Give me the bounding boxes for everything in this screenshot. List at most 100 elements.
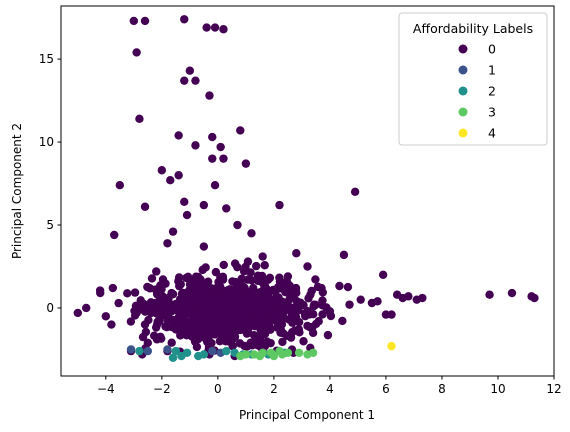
data-point-series-0	[74, 309, 82, 317]
data-point-series-0	[190, 281, 198, 289]
data-point-series-0	[222, 204, 230, 212]
x-axis-ticks: −4 −2 0 2 4 6 8 10 12	[97, 376, 562, 396]
data-point-series-3	[242, 350, 250, 358]
data-point-series-0	[485, 290, 493, 298]
data-point-series-0	[216, 289, 224, 297]
data-point-series-0	[196, 322, 204, 330]
data-point-series-0	[114, 299, 122, 307]
data-point-series-0	[255, 291, 263, 299]
data-point-series-0	[303, 262, 311, 270]
data-point-series-0	[149, 308, 157, 316]
data-point-series-0	[219, 25, 227, 33]
data-point-series-0	[242, 159, 250, 167]
data-point-series-0	[204, 310, 212, 318]
data-point-series-0	[116, 181, 124, 189]
data-point-series-3	[309, 349, 317, 357]
data-point-series-0	[237, 275, 245, 283]
data-point-series-0	[175, 282, 183, 290]
data-point-series-0	[186, 67, 194, 75]
data-point-series-0	[158, 166, 166, 174]
data-point-series-0	[189, 314, 197, 322]
data-point-series-0	[249, 284, 257, 292]
data-point-series-0	[335, 282, 343, 290]
legend-label-3: 3	[488, 105, 496, 120]
data-point-series-2	[200, 350, 208, 358]
data-point-series-0	[169, 290, 177, 298]
data-point-series-0	[326, 307, 334, 315]
data-point-series-0	[292, 249, 300, 257]
data-point-series-0	[214, 300, 222, 308]
legend-label-1: 1	[488, 63, 496, 78]
y-axis-label: Principal Component 2	[10, 123, 24, 259]
data-point-series-0	[144, 339, 152, 347]
data-point-series-0	[191, 305, 199, 313]
legend-marker-1	[459, 66, 468, 75]
data-point-series-0	[177, 316, 185, 324]
data-point-series-0	[208, 154, 216, 162]
data-point-series-0	[236, 126, 244, 134]
legend-label-2: 2	[488, 84, 496, 99]
data-point-series-0	[235, 288, 243, 296]
data-point-series-2	[177, 352, 185, 360]
x-tick-label: 8	[438, 382, 446, 396]
data-point-series-0	[183, 211, 191, 219]
data-point-series-0	[508, 289, 516, 297]
data-point-series-0	[219, 154, 227, 162]
data-point-series-1	[208, 347, 216, 355]
data-point-series-0	[317, 284, 325, 292]
legend-marker-4	[459, 129, 468, 138]
data-point-series-2	[222, 347, 230, 355]
data-point-series-0	[263, 326, 271, 334]
data-point-series-0	[284, 272, 292, 280]
data-point-series-0	[301, 312, 309, 320]
data-point-series-0	[174, 171, 182, 179]
data-point-series-0	[413, 295, 421, 303]
data-point-series-0	[258, 252, 266, 260]
data-point-series-0	[107, 320, 115, 328]
data-point-series-0	[276, 325, 284, 333]
data-point-series-0	[351, 188, 359, 196]
x-tick-label: 0	[214, 382, 222, 396]
data-point-series-0	[315, 317, 323, 325]
data-point-series-0	[261, 261, 269, 269]
x-tick-label: 6	[382, 382, 390, 396]
data-point-series-2	[135, 347, 143, 355]
data-point-series-1	[163, 345, 171, 353]
data-point-series-0	[127, 317, 135, 325]
data-point-series-0	[223, 334, 231, 342]
data-point-series-0	[231, 333, 239, 341]
data-point-series-3	[295, 349, 303, 357]
data-point-series-0	[234, 300, 242, 308]
data-point-series-0	[309, 310, 317, 318]
data-point-series-0	[150, 332, 158, 340]
data-point-series-0	[247, 229, 255, 237]
data-point-series-0	[132, 48, 140, 56]
data-point-series-0	[287, 308, 295, 316]
data-point-series-0	[206, 320, 214, 328]
data-point-series-0	[141, 17, 149, 25]
data-point-series-0	[135, 115, 143, 123]
data-point-series-1	[127, 345, 135, 353]
data-point-series-0	[263, 337, 271, 345]
data-point-series-0	[149, 301, 157, 309]
data-point-series-0	[285, 286, 293, 294]
data-point-series-0	[82, 304, 90, 312]
data-point-series-0	[295, 325, 303, 333]
data-point-series-0	[200, 242, 208, 250]
data-point-series-0	[233, 221, 241, 229]
data-point-series-0	[208, 133, 216, 141]
data-point-series-0	[196, 275, 204, 283]
data-point-series-0	[180, 76, 188, 84]
data-point-series-0	[152, 267, 160, 275]
data-point-series-0	[299, 301, 307, 309]
legend-marker-2	[459, 87, 468, 96]
data-point-series-0	[174, 131, 182, 139]
y-axis-ticks: 0 5 10 15	[39, 52, 61, 315]
data-point-series-0	[260, 311, 268, 319]
data-point-series-0	[249, 310, 257, 318]
data-point-series-0	[96, 289, 104, 297]
data-point-series-0	[306, 290, 314, 298]
data-point-series-0	[159, 275, 167, 283]
data-point-series-0	[275, 274, 283, 282]
data-point-series-0	[233, 263, 241, 271]
